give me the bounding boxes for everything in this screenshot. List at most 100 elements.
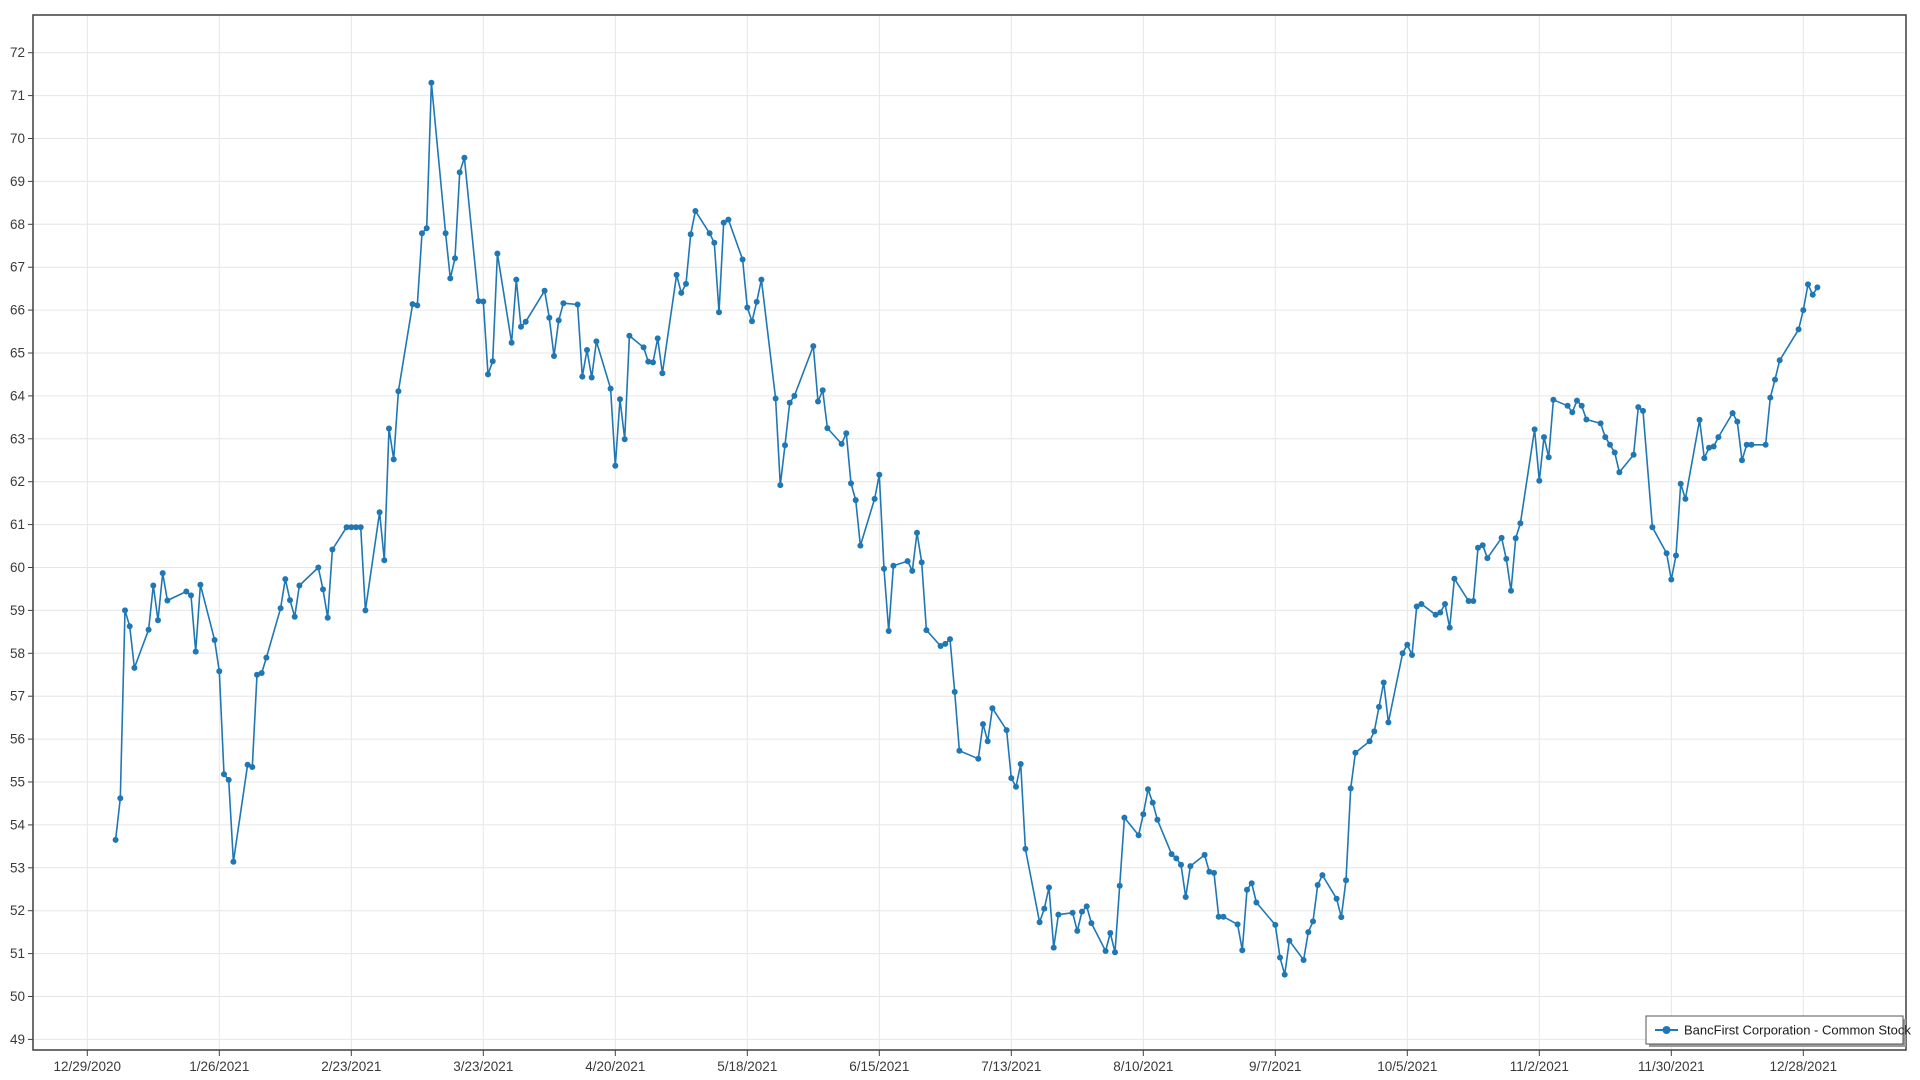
data-point-marker xyxy=(786,399,793,406)
data-point-marker xyxy=(386,425,392,432)
data-point-marker xyxy=(183,588,190,595)
data-point-marker xyxy=(1668,576,1675,583)
data-point-marker xyxy=(749,318,755,325)
data-point-marker xyxy=(1234,921,1241,928)
data-point-marker xyxy=(1762,441,1769,448)
data-point-marker xyxy=(989,705,996,712)
x-axis-labels: 12/29/2020 1/26/2021 2/23/2021 3/23/2021 4/2… xyxy=(54,1059,1838,1074)
data-point-marker xyxy=(461,154,468,161)
data-point-marker xyxy=(1013,783,1019,790)
data-point-marker xyxy=(362,607,369,614)
y-axis-label: 65 xyxy=(10,346,25,361)
data-point-marker xyxy=(1635,404,1642,411)
data-point-marker xyxy=(353,524,359,531)
data-point-marker xyxy=(390,456,397,463)
data-point-marker xyxy=(1616,469,1623,476)
data-point-marker xyxy=(1036,919,1043,926)
price-line xyxy=(114,81,1819,976)
data-point-marker xyxy=(1239,947,1246,954)
data-point-marker xyxy=(1135,832,1142,839)
data-point-marker xyxy=(1121,814,1128,821)
data-point-marker xyxy=(1319,872,1326,879)
data-point-marker xyxy=(230,858,237,865)
data-point-marker xyxy=(1366,738,1373,745)
legend-series-label: BancFirst Corporation - Common Stock xyxy=(1684,1023,1911,1038)
data-point-marker xyxy=(447,275,454,282)
data-point-marker xyxy=(1418,601,1425,607)
data-point-marker xyxy=(1140,811,1147,818)
data-point-marker xyxy=(1682,495,1689,502)
data-point-marker xyxy=(904,558,911,565)
data-point-marker xyxy=(159,570,166,577)
data-point-marker xyxy=(725,216,732,223)
data-point-marker xyxy=(1531,426,1538,433)
data-point-marker xyxy=(1074,927,1081,934)
data-point-marker xyxy=(1564,402,1571,409)
data-point-marker xyxy=(848,480,854,487)
data-point-marker xyxy=(617,396,623,403)
data-point-marker xyxy=(810,343,817,350)
data-point-marker xyxy=(1371,728,1378,735)
y-axis-label: 58 xyxy=(10,646,25,661)
data-point-marker xyxy=(1465,598,1472,604)
data-point-marker xyxy=(857,542,864,549)
data-point-marker xyxy=(739,256,746,263)
x-axis-label: 5/18/2021 xyxy=(717,1059,777,1074)
data-point-marker xyxy=(650,359,656,366)
data-point-marker xyxy=(150,582,157,589)
data-point-marker xyxy=(1300,957,1307,963)
data-point-marker xyxy=(1050,944,1057,951)
data-point-marker xyxy=(1696,416,1703,423)
data-point-marker xyxy=(1597,420,1604,427)
data-point-marker xyxy=(1376,703,1382,710)
data-point-marker xyxy=(1380,679,1387,686)
data-point-marker xyxy=(1550,396,1557,403)
data-point-marker xyxy=(1253,899,1260,906)
data-point-marker xyxy=(607,385,614,392)
data-point-marker xyxy=(1574,397,1580,404)
data-point-marker xyxy=(225,776,232,783)
data-point-marker xyxy=(1248,880,1255,887)
data-point-marker xyxy=(1640,407,1646,414)
data-point-marker xyxy=(409,301,416,308)
data-point-marker xyxy=(1286,937,1293,944)
data-point-marker xyxy=(546,314,553,321)
x-axis-label: 6/15/2021 xyxy=(849,1059,909,1074)
data-point-marker xyxy=(442,230,449,237)
data-point-marker xyxy=(1107,930,1114,936)
data-point-marker xyxy=(508,339,515,346)
data-point-marker xyxy=(593,338,600,345)
data-point-marker xyxy=(1046,884,1052,891)
y-axis-label: 64 xyxy=(10,388,26,403)
data-point-marker xyxy=(1743,441,1750,448)
data-point-marker xyxy=(1102,948,1109,954)
y-axis-label: 59 xyxy=(10,603,25,618)
data-point-marker xyxy=(1314,882,1321,888)
x-axis-label: 2/23/2021 xyxy=(321,1059,381,1074)
data-point-marker xyxy=(843,430,850,437)
data-point-marker xyxy=(871,495,878,502)
data-point-marker xyxy=(522,318,529,325)
data-point-marker xyxy=(1498,534,1505,541)
y-axis-label: 52 xyxy=(10,903,25,918)
data-point-marker xyxy=(1508,587,1514,594)
data-point-marker xyxy=(456,169,463,176)
data-point-marker xyxy=(1385,719,1392,726)
data-point-marker xyxy=(1079,908,1085,915)
data-point-marker xyxy=(1673,552,1679,559)
data-point-marker xyxy=(1607,441,1613,448)
data-point-marker xyxy=(164,597,171,604)
data-point-marker xyxy=(1795,326,1802,333)
data-point-marker xyxy=(1116,882,1123,889)
x-axis-label: 12/29/2020 xyxy=(54,1059,122,1074)
data-point-marker xyxy=(1178,861,1184,868)
data-point-marker xyxy=(216,668,223,675)
data-point-marker xyxy=(1272,921,1279,928)
x-axis-label: 11/30/2021 xyxy=(1638,1059,1705,1074)
y-axis-label: 57 xyxy=(10,689,25,704)
data-point-marker xyxy=(716,309,722,316)
data-point-marker xyxy=(659,370,666,377)
data-point-marker xyxy=(1734,418,1741,425)
data-point-marker xyxy=(551,353,557,359)
x-axis-label: 1/26/2021 xyxy=(189,1059,249,1074)
